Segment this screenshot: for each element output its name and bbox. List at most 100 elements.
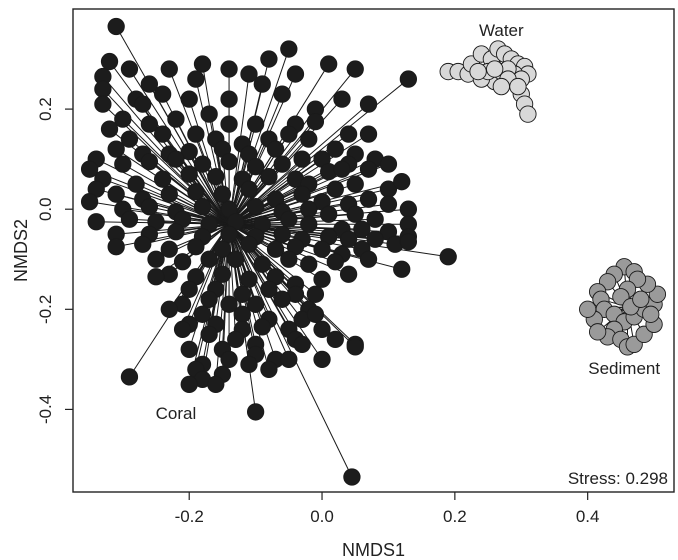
x-tick-label: -0.2: [175, 507, 204, 526]
coral-point: [359, 160, 378, 178]
coral-point: [246, 115, 265, 133]
coral-point: [147, 268, 165, 286]
coral-point: [339, 265, 358, 283]
coral-point: [107, 17, 125, 36]
coral-point: [180, 375, 198, 394]
y-tick-label: 0.0: [36, 197, 55, 221]
coral-point: [366, 210, 384, 228]
coral-point: [160, 60, 178, 78]
coral-point: [180, 340, 198, 359]
coral-point: [187, 238, 205, 256]
coral-point: [154, 170, 172, 188]
coral-point: [253, 75, 271, 93]
coral-point: [326, 330, 344, 348]
coral-point: [326, 180, 344, 198]
coral-point: [333, 160, 351, 178]
points-layer: [80, 17, 667, 486]
coral-point: [320, 55, 338, 73]
coral-point: [207, 168, 225, 186]
coral-point: [220, 115, 238, 133]
coral-point: [140, 153, 159, 171]
y-tick-label: 0.2: [36, 97, 55, 121]
plot-frame: [72, 8, 675, 493]
coral-point: [213, 185, 232, 203]
coral-point: [200, 250, 218, 268]
coral-point: [346, 338, 364, 356]
coral-point: [399, 70, 418, 88]
coral-point: [167, 223, 185, 241]
coral-point: [306, 112, 325, 131]
coral-point: [253, 318, 271, 336]
coral-point: [120, 210, 139, 228]
coral-point: [213, 240, 232, 258]
coral-point: [227, 330, 245, 348]
coral-point: [266, 140, 285, 158]
coral-point: [220, 153, 238, 171]
water-point: [486, 60, 504, 78]
coral-point: [346, 205, 364, 223]
coral-point: [193, 55, 212, 73]
coral-spoke: [228, 158, 303, 225]
water-point: [519, 105, 537, 123]
coral-point: [280, 210, 298, 228]
coral-point: [439, 248, 457, 266]
coral-point: [240, 355, 258, 374]
sediment-point: [632, 290, 650, 308]
coral-point: [114, 110, 132, 128]
coral-spoke: [228, 224, 237, 340]
coral-spoke: [188, 173, 230, 225]
coral-point: [306, 285, 325, 303]
coral-point: [167, 110, 185, 128]
coral-point: [100, 52, 119, 71]
coral-point: [339, 230, 358, 248]
sediment-group-label: Sediment: [588, 359, 660, 378]
coral-point: [293, 150, 311, 168]
coral-point: [120, 130, 139, 148]
coral-point: [180, 165, 198, 183]
coral-point: [359, 250, 378, 268]
coral-point: [326, 140, 344, 158]
coral-point: [200, 325, 218, 343]
coral-point: [127, 175, 145, 193]
coral-point: [339, 125, 358, 143]
coral-point: [134, 95, 152, 113]
sediment-point: [588, 323, 607, 341]
water-point: [509, 77, 527, 96]
coral-point: [160, 240, 178, 258]
coral-point: [280, 250, 298, 268]
coral-point: [300, 255, 318, 273]
coral-point: [94, 80, 112, 98]
y-axis-label: NMDS2: [11, 219, 31, 282]
coral-spoke: [129, 68, 230, 225]
coral-point: [94, 95, 112, 113]
coral-point: [240, 180, 258, 198]
coral-point: [293, 335, 311, 353]
water-point: [469, 62, 487, 81]
sediment-point: [579, 300, 597, 318]
coral-point: [87, 213, 105, 231]
coral-point: [240, 65, 258, 83]
coral-point: [260, 280, 278, 298]
water-point: [492, 77, 510, 96]
coral-point: [346, 60, 364, 78]
coral-point: [246, 295, 265, 313]
coral-point: [246, 198, 265, 216]
coral-point: [134, 235, 152, 253]
coral-spoke: [228, 48, 290, 225]
coral-point: [306, 305, 325, 323]
coral-point: [300, 215, 318, 233]
coral-point: [220, 60, 238, 78]
coral-point: [220, 295, 238, 313]
coral-point: [140, 115, 159, 133]
coral-point: [343, 468, 361, 486]
coral-point: [346, 175, 364, 193]
coral-point: [253, 255, 271, 273]
coral-point: [399, 200, 418, 218]
coral-point: [313, 350, 331, 369]
coral-point: [260, 360, 278, 379]
coral-point: [379, 195, 398, 213]
sediment-point: [642, 305, 660, 323]
coral-point: [266, 240, 285, 258]
coral-point: [180, 142, 198, 161]
coral-point: [286, 65, 305, 83]
